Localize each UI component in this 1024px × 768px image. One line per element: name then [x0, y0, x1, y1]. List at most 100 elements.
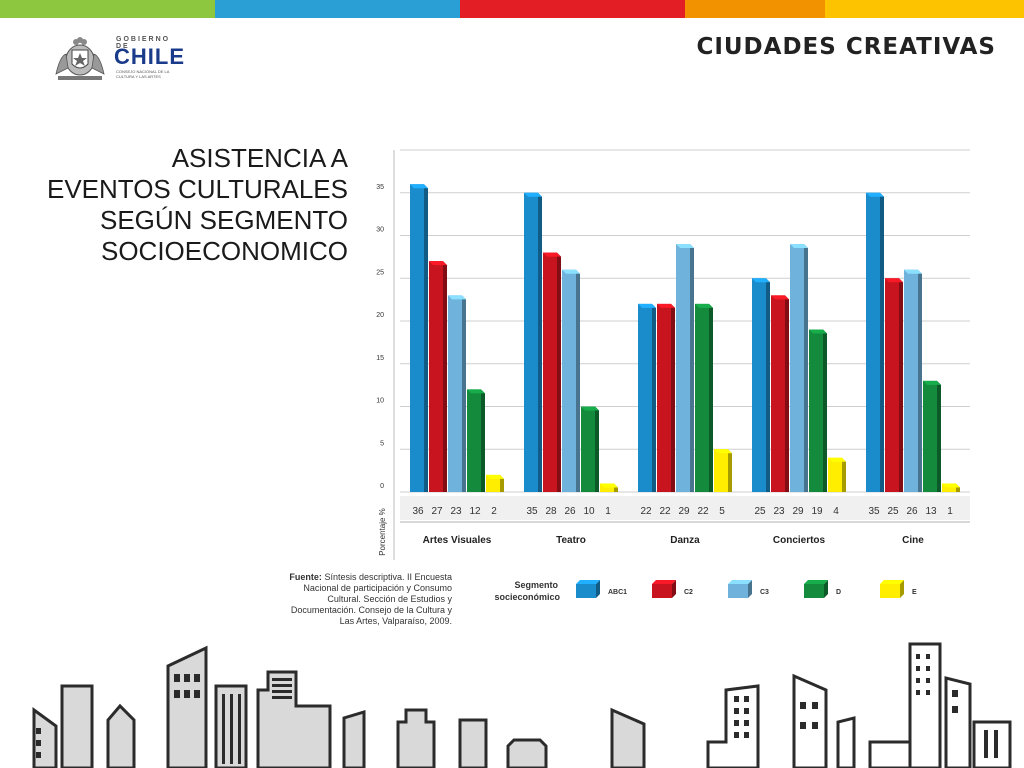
bar-top	[657, 303, 675, 308]
bar-top	[524, 192, 542, 197]
bar-top	[448, 295, 466, 300]
data-label: 1	[947, 506, 953, 517]
bar	[695, 303, 709, 492]
bar	[410, 184, 424, 492]
y-tick-label: 10	[376, 398, 384, 405]
data-label: 29	[678, 506, 690, 517]
bar-top	[543, 252, 561, 257]
bar-side	[690, 244, 694, 492]
bar-side	[462, 295, 466, 492]
bar-top	[695, 303, 713, 308]
legend-swatch	[728, 584, 748, 598]
city-skyline-illustration	[32, 642, 1012, 768]
data-label: 13	[925, 506, 937, 517]
bar-top	[600, 483, 618, 488]
bar-top	[638, 303, 656, 308]
legend-label: C2	[684, 589, 693, 596]
top-bar-segment-blue	[215, 0, 460, 18]
legend-swatch-top	[652, 580, 676, 584]
data-label: 22	[659, 506, 671, 517]
y-axis-label: Porcentaje %	[378, 508, 387, 556]
source-text: Síntesis descriptiva. II Encuesta Nacion…	[290, 572, 452, 626]
data-label: 22	[697, 506, 709, 517]
bar-side	[443, 261, 447, 492]
y-tick-label: 20	[376, 312, 384, 319]
bar-side	[671, 303, 675, 492]
category-label: Teatro	[556, 535, 586, 546]
bar-side	[804, 244, 808, 492]
logo-text-consejo: CONSEJO NACIONAL DE LA CULTURA Y LAS ART…	[116, 69, 170, 79]
bar-top	[581, 406, 599, 411]
bar-top	[752, 278, 770, 283]
data-label: 26	[906, 506, 918, 517]
data-label: 10	[583, 506, 595, 517]
values-band	[400, 496, 970, 520]
bar	[714, 449, 728, 492]
category-label: Conciertos	[773, 535, 826, 546]
bar-side	[709, 303, 713, 492]
title-line: EVENTOS CULTURALES	[46, 174, 348, 204]
bar-top	[410, 184, 428, 189]
bar	[657, 303, 671, 492]
bar-side	[918, 269, 922, 492]
data-label: 25	[887, 506, 899, 517]
bar	[562, 269, 576, 492]
data-label: 1	[605, 506, 611, 517]
bar-side	[538, 192, 542, 492]
legend-swatch	[880, 584, 900, 598]
bar	[448, 295, 462, 492]
bar-side	[899, 278, 903, 492]
y-tick-label: 0	[380, 483, 384, 490]
data-label: 2	[491, 506, 497, 517]
bar	[828, 457, 842, 492]
bar	[866, 192, 880, 492]
data-label: 23	[773, 506, 785, 517]
bar	[486, 474, 500, 492]
bar-top	[809, 329, 827, 334]
legend-swatch	[804, 584, 824, 598]
legend-swatch	[576, 584, 596, 598]
bar-side	[842, 457, 846, 492]
top-bar-segment-orange	[685, 0, 825, 18]
title-line: ASISTENCIA A	[171, 143, 348, 173]
data-label: 19	[811, 506, 823, 517]
data-label: 36	[412, 506, 424, 517]
bar-side	[576, 269, 580, 492]
bar-top	[429, 261, 447, 266]
bar	[600, 483, 614, 492]
y-tick-label: 5	[380, 440, 384, 447]
bar-top	[771, 295, 789, 300]
data-label: 35	[868, 506, 880, 517]
top-bar-segment-red	[460, 0, 685, 18]
legend-label: C3	[760, 589, 769, 596]
data-label: 23	[450, 506, 462, 517]
bar	[923, 380, 937, 492]
bar	[885, 278, 899, 492]
y-tick-label: 30	[376, 227, 384, 234]
logo-text-gobierno: GOBIERNO DE	[116, 36, 171, 50]
bar-top	[828, 457, 846, 462]
top-bar-segment-yellow	[825, 0, 1024, 18]
bar-side	[766, 278, 770, 492]
slide-title: ASISTENCIA A EVENTOS CULTURALES SEGÚN SE…	[18, 143, 348, 267]
bar	[904, 269, 918, 492]
data-label: 4	[833, 506, 839, 517]
source-note: Fuente: Síntesis descriptiva. II Encuest…	[278, 572, 452, 627]
bar-side	[823, 329, 827, 492]
bar-top	[714, 449, 732, 454]
bar-side	[937, 380, 941, 492]
bar-top	[467, 389, 485, 394]
top-color-bar	[0, 0, 1024, 18]
data-label: 29	[792, 506, 804, 517]
legend-label: E	[912, 589, 917, 596]
legend-swatch-top	[728, 580, 752, 584]
bar-top	[676, 244, 694, 249]
bar-side	[728, 449, 732, 492]
bar	[581, 406, 595, 492]
legend-swatch	[652, 584, 672, 598]
bar-top	[904, 269, 922, 274]
bar-side	[481, 389, 485, 492]
bar	[638, 303, 652, 492]
data-label: 12	[469, 506, 481, 517]
